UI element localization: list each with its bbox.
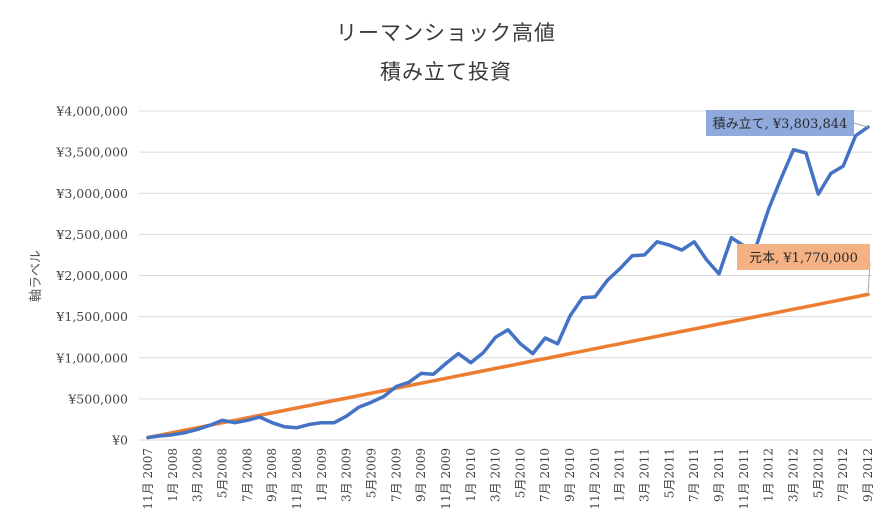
x-tick-label: 9月 2010: [563, 448, 577, 502]
x-tick-label: 11月 2009: [439, 448, 453, 510]
x-tick-label: 7月 2008: [240, 448, 254, 502]
data-label-box: [706, 110, 854, 136]
y-axis-title: 軸ラベル: [29, 250, 44, 302]
x-tick-label: 1月 2012: [762, 448, 776, 502]
y-tick-label: ¥500,000: [67, 391, 128, 406]
x-tick-label: 5月2011: [662, 448, 676, 498]
x-tick-label: 3月 2012: [787, 448, 801, 502]
x-tick-label: 3月 2008: [191, 448, 205, 502]
y-tick-label: ¥2,500,000: [55, 227, 128, 242]
x-tick-label: 3月 2009: [340, 448, 354, 502]
x-tick-label: 7月 2012: [836, 448, 850, 502]
chart-subtitle: 積み立て投資: [380, 60, 512, 84]
y-tick-label: ¥0: [111, 433, 128, 448]
x-tick-label: 9月 2012: [861, 448, 875, 502]
chart-title: リーマンショック高値: [336, 21, 556, 45]
x-tick-label: 5月2008: [215, 448, 229, 498]
x-tick-label: 9月 2009: [414, 448, 428, 502]
x-tick-label: 5月2010: [513, 448, 527, 498]
series-line-1: [146, 292, 870, 440]
y-axis-ticks: ¥0 ¥500,000 ¥1,000,000 ¥1,500,000 ¥2,000,000…: [55, 104, 128, 448]
y-tick-label: ¥1,000,000: [55, 350, 128, 365]
x-tick-label: 3月 2010: [489, 448, 503, 502]
data-labels: 積み立て, ¥3,803,844 元本, ¥1,770,000: [706, 110, 871, 295]
data-label: 積み立て, ¥3,803,844: [713, 117, 848, 132]
x-tick-label: 7月 2011: [687, 448, 701, 502]
x-tick-label: 1月 2010: [464, 448, 478, 502]
series-line-0: [146, 125, 870, 440]
data-label-box: [737, 244, 870, 270]
y-tick-label: ¥1,500,000: [55, 309, 128, 324]
x-tick-label: 7月 2009: [389, 448, 403, 502]
y-tick-label: ¥3,500,000: [55, 145, 128, 160]
x-tick-label: 9月 2008: [265, 448, 279, 502]
y-tick-label: ¥4,000,000: [55, 104, 128, 119]
x-axis-ticks: 11月 2007 1月 2008 3月 2008 5月2008 7月 2008 9月 20…: [141, 448, 875, 510]
x-tick-label: 1月 2008: [166, 448, 180, 502]
y-tick-label: ¥2,000,000: [55, 268, 128, 283]
x-tick-label: 11月 2008: [290, 448, 304, 510]
series-lines: [146, 125, 870, 440]
x-tick-label: 11月 2007: [141, 448, 155, 510]
x-tick-label: 9月 2011: [712, 448, 726, 502]
x-tick-label: 5月2009: [364, 448, 378, 498]
y-tick-label: ¥3,000,000: [55, 186, 128, 201]
x-tick-label: 1月 2011: [613, 448, 627, 502]
x-tick-label: 7月 2010: [538, 448, 552, 502]
label-leader-line: [853, 122, 869, 128]
x-tick-label: 5月2012: [811, 448, 825, 498]
x-tick-label: 11月 2011: [737, 448, 751, 510]
x-tick-label: 11月 2010: [588, 448, 602, 510]
x-tick-label: 1月 2009: [315, 448, 329, 502]
gridlines: [139, 110, 872, 441]
x-tick-label: 3月 2011: [638, 448, 652, 502]
data-label: 元本, ¥1,770,000: [749, 251, 858, 266]
